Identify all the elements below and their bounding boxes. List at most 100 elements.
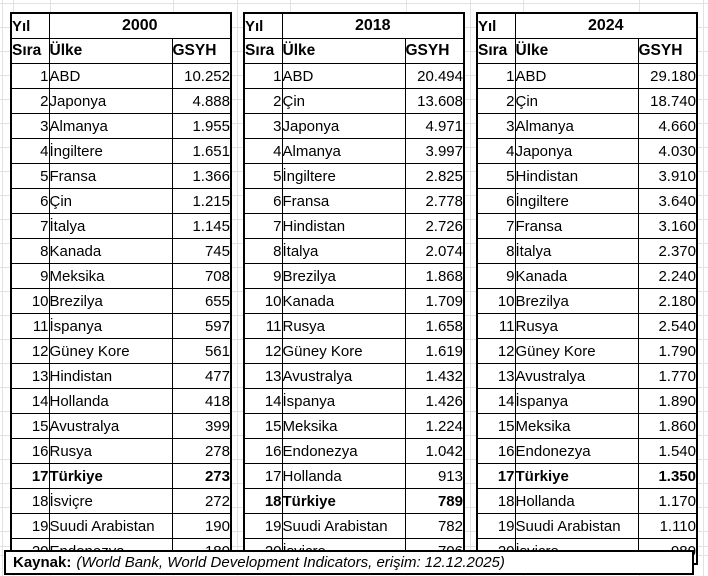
country-cell: Brezilya [281,263,406,289]
country-cell: İspanya [514,388,639,414]
rank-cell: 3 [10,113,50,139]
country-cell: Hindistan [48,363,173,389]
table-row: 12 Güney Kore 561 [10,338,232,364]
country-cell: Çin [281,88,406,114]
rank-cell: 13 [243,363,283,389]
column-header-row: Sıra Ülke GSYH [10,38,232,64]
gdp-cell: 561 [171,338,232,364]
table-row: 1 ABD 20.494 [243,63,465,89]
grid-line [2,0,3,576]
rank-cell: 18 [476,488,516,514]
rank-cell: 2 [10,88,50,114]
table-row: 11 Rusya 2.540 [476,313,698,339]
column-header-row: Sıra Ülke GSYH [476,38,698,64]
table-row: 4 İngiltere 1.651 [10,138,232,164]
gdp-cell: 4.660 [637,113,698,139]
gdp-cell: 1.770 [637,363,698,389]
grid-line [470,0,471,576]
rank-cell: 16 [243,438,283,464]
rank-cell: 11 [243,313,283,339]
rank-cell: 2 [476,88,516,114]
table-row: 10 Kanada 1.709 [243,288,465,314]
gdp-cell: 18.740 [637,88,698,114]
rank-cell: 12 [476,338,516,364]
table-row: 19 Suudi Arabistan 190 [10,513,232,539]
country-cell: İspanya [281,388,406,414]
country-cell: İtalya [514,238,639,264]
rank-cell: 12 [10,338,50,364]
country-cell: Suudi Arabistan [281,513,406,539]
country-cell: Fransa [514,213,639,239]
source-bar: Kaynak: (World Bank, World Development I… [4,550,694,575]
country-cell: Almanya [281,138,406,164]
rank-header: Sıra [10,38,50,64]
rank-cell: 13 [476,363,516,389]
country-cell: Güney Kore [514,338,639,364]
rank-cell: 8 [476,238,516,264]
table-row: 12 Güney Kore 1.619 [243,338,465,364]
rank-cell: 1 [476,63,516,89]
table-row: 5 Hindistan 3.910 [476,163,698,189]
country-header: Ülke [48,38,173,64]
table-row: 9 Kanada 2.240 [476,263,698,289]
gdp-cell: 1.110 [637,513,698,539]
rank-cell: 19 [476,513,516,539]
rank-cell: 9 [476,263,516,289]
rank-cell: 17 [476,463,516,489]
year-header-row: Yıl 2018 [243,12,465,39]
year-label: Yıl [243,12,283,39]
table-row: 2 Çin 13.608 [243,88,465,114]
gdp-cell: 278 [171,438,232,464]
source-text: (World Bank, World Development Indicator… [76,554,505,571]
gdp-cell: 782 [404,513,465,539]
country-cell: Hollanda [48,388,173,414]
country-cell: Avustralya [281,363,406,389]
table-row: 3 Japonya 4.971 [243,113,465,139]
gdp-cell: 2.240 [637,263,698,289]
country-cell: Japonya [281,113,406,139]
gdp-cell: 1.619 [404,338,465,364]
country-cell: Meksika [48,263,173,289]
table-row: 9 Meksika 708 [10,263,232,289]
gdp-cell: 1.540 [637,438,698,464]
table-row: 3 Almanya 1.955 [10,113,232,139]
gdp-cell: 477 [171,363,232,389]
country-cell: Endonezya [281,438,406,464]
rank-cell: 4 [10,138,50,164]
country-cell: Türkiye [281,488,406,514]
year-value: 2000 [48,12,232,39]
table-row: 12 Güney Kore 1.790 [476,338,698,364]
year-header-row: Yıl 2024 [476,12,698,39]
table-row: 1 ABD 10.252 [10,63,232,89]
table-row: 15 Meksika 1.860 [476,413,698,439]
gdp-cell: 655 [171,288,232,314]
rank-cell: 6 [10,188,50,214]
country-cell: Almanya [48,113,173,139]
country-cell: Hollanda [514,488,639,514]
table-row: 6 Fransa 2.778 [243,188,465,214]
rank-cell: 3 [243,113,283,139]
country-header: Ülke [514,38,639,64]
gdp-cell: 1.145 [171,213,232,239]
country-cell: İngiltere [48,138,173,164]
rank-cell: 1 [10,63,50,89]
rank-cell: 6 [243,188,283,214]
gdp-header: GSYH [404,38,465,64]
gdp-cell: 745 [171,238,232,264]
rank-cell: 18 [243,488,283,514]
table-row: 6 İngiltere 3.640 [476,188,698,214]
gdp-cell: 4.888 [171,88,232,114]
grid-line [703,0,704,576]
table-row: 17 Türkiye 273 [10,463,232,489]
rank-cell: 9 [243,263,283,289]
gdp-cell: 190 [171,513,232,539]
table-row: 13 Hindistan 477 [10,363,232,389]
table-row: 2 Çin 18.740 [476,88,698,114]
rank-cell: 19 [10,513,50,539]
country-cell: Avustralya [48,413,173,439]
country-cell: Türkiye [514,463,639,489]
table-row: 8 İtalya 2.074 [243,238,465,264]
rank-cell: 15 [476,413,516,439]
rank-cell: 4 [243,138,283,164]
country-cell: Kanada [514,263,639,289]
